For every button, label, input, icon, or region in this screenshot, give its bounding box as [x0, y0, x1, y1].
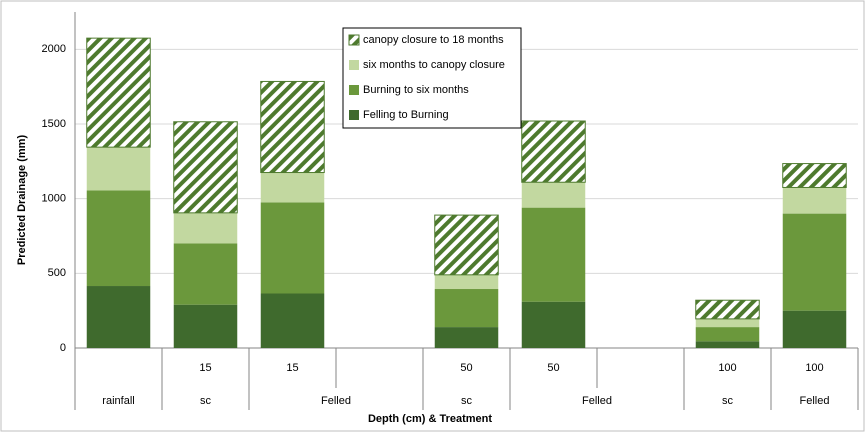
group-label: sc: [722, 395, 734, 407]
bar-segment: [521, 120, 586, 183]
bar-segment: [695, 341, 760, 348]
bar-segment: [695, 327, 760, 342]
legend-swatch: [349, 110, 359, 120]
bar-segment: [173, 243, 238, 305]
bar-segment: [260, 293, 325, 348]
y-tick-label: 2000: [42, 43, 66, 55]
x-tick-label: 100: [805, 362, 823, 374]
group-label: Felled: [582, 395, 612, 407]
bar-segment: [260, 172, 325, 203]
bar-segment: [260, 202, 325, 294]
legend-label: Burning to six months: [363, 84, 469, 96]
group-label: Felled: [321, 395, 351, 407]
x-tick-label: 15: [286, 362, 298, 374]
y-tick-label: 0: [60, 342, 66, 354]
legend-swatch: [349, 85, 359, 95]
y-tick-label: 1500: [42, 118, 66, 130]
y-axis-title: Predicted Drainage (mm): [16, 135, 28, 266]
group-label: sc: [461, 395, 473, 407]
legend-label: six months to canopy closure: [363, 59, 505, 71]
bar-segment: [86, 147, 151, 191]
bar-segment: [695, 299, 760, 320]
bar-segment: [521, 182, 586, 208]
x-tick-label: 50: [547, 362, 559, 374]
bar-segment: [782, 213, 847, 311]
bar-segment: [434, 274, 499, 290]
legend-label: Felling to Burning: [363, 109, 449, 121]
bar-segment: [173, 304, 238, 348]
bar-segment: [434, 214, 499, 276]
bar-segment: [434, 327, 499, 348]
bar-segment: [86, 190, 151, 287]
legend-swatch: [348, 34, 360, 46]
bar-segment: [695, 318, 760, 328]
bar-segment: [434, 289, 499, 328]
bar-segment: [260, 80, 325, 174]
bar-segment: [782, 310, 847, 348]
bar-segment: [173, 212, 238, 244]
bar-segment: [521, 207, 586, 302]
x-tick-label: 50: [460, 362, 472, 374]
bar-segment: [782, 187, 847, 214]
bar-segment: [86, 37, 151, 148]
group-label: rainfall: [102, 395, 134, 407]
legend-label: canopy closure to 18 months: [363, 34, 504, 46]
y-tick-label: 1000: [42, 193, 66, 205]
bar-segment: [521, 301, 586, 348]
x-axis-title: Depth (cm) & Treatment: [368, 413, 492, 425]
legend-swatch: [349, 60, 359, 70]
x-tick-label: 100: [718, 362, 736, 374]
bar-segment: [86, 286, 151, 348]
group-label: sc: [200, 395, 212, 407]
y-tick-label: 500: [48, 267, 66, 279]
x-tick-label: 15: [199, 362, 211, 374]
bar-segment: [782, 163, 847, 188]
bar-segment: [173, 121, 238, 214]
group-label: Felled: [800, 395, 830, 407]
legend-box: [342, 27, 522, 129]
